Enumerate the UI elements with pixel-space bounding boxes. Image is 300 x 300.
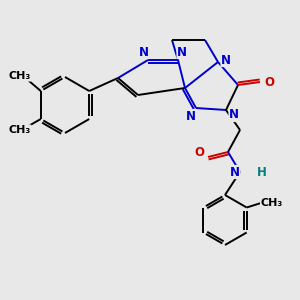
- Text: CH₃: CH₃: [9, 125, 31, 135]
- Text: N: N: [229, 109, 239, 122]
- Text: CH₃: CH₃: [9, 71, 31, 81]
- Text: N: N: [139, 46, 149, 59]
- Text: N: N: [221, 53, 231, 67]
- Text: N: N: [186, 110, 196, 122]
- Text: H: H: [257, 166, 267, 178]
- Text: N: N: [230, 166, 240, 178]
- Text: O: O: [264, 76, 274, 88]
- Text: CH₃: CH₃: [260, 197, 283, 208]
- Text: N: N: [177, 46, 187, 59]
- Text: O: O: [194, 146, 204, 160]
